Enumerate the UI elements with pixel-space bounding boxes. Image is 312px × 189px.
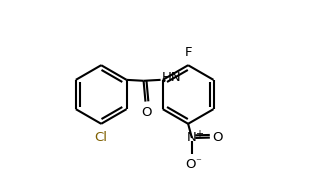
Text: +: + (195, 129, 203, 139)
Text: Cl: Cl (95, 131, 108, 144)
Text: O: O (141, 106, 152, 119)
Text: O: O (186, 158, 196, 171)
Text: ⁻: ⁻ (195, 157, 201, 167)
Text: F: F (184, 46, 192, 59)
Text: N: N (187, 132, 197, 144)
Text: O: O (212, 131, 223, 144)
Text: HN: HN (162, 70, 181, 84)
